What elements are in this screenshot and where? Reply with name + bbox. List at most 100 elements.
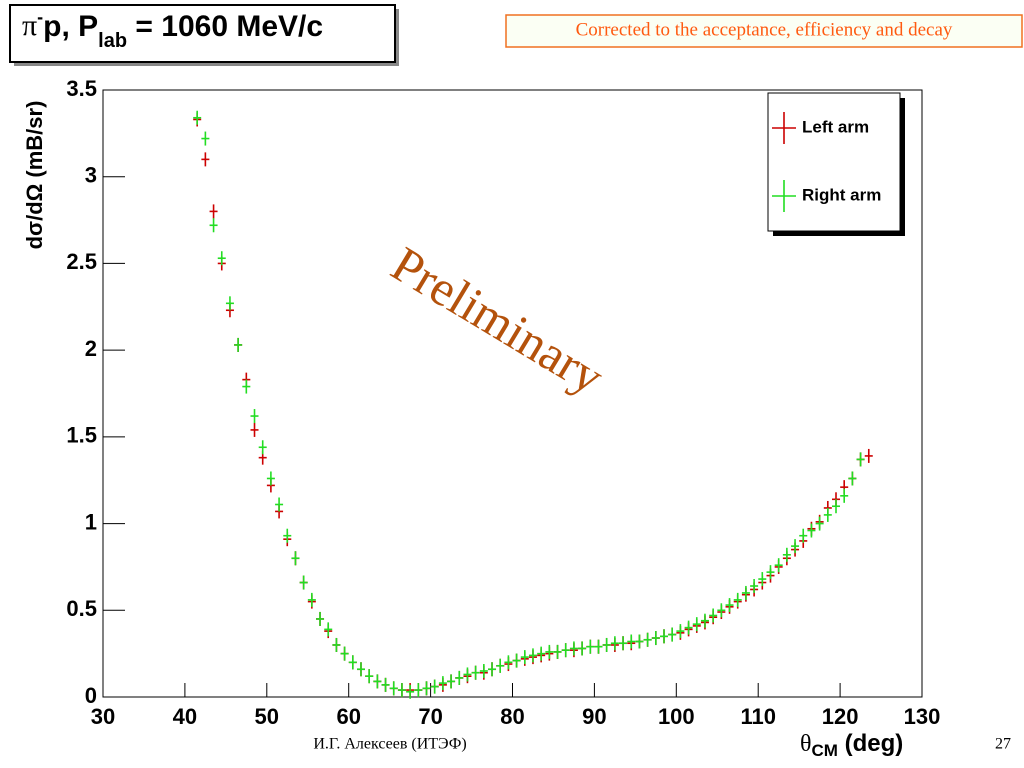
data-point	[537, 646, 546, 661]
data-point	[832, 499, 841, 514]
y-tick-label: 2	[85, 336, 97, 361]
data-point	[643, 632, 652, 647]
y-tick-label: 3.5	[66, 76, 97, 101]
data-point	[397, 683, 406, 698]
x-tick-label: 60	[336, 704, 360, 729]
y-tick-label: 0.5	[66, 596, 97, 621]
page-number: 27	[995, 736, 1011, 753]
data-point	[823, 507, 832, 522]
data-point	[791, 539, 800, 554]
data-point	[553, 644, 562, 659]
data-point	[422, 681, 431, 696]
data-point	[651, 631, 660, 646]
x-tick-label: 70	[418, 704, 442, 729]
data-point	[438, 676, 447, 691]
footer: И.Г. Алексеев (ИТЭФ)	[313, 736, 466, 753]
title-box	[9, 4, 396, 63]
data-point	[766, 565, 775, 580]
data-point	[463, 667, 472, 682]
data-point	[414, 683, 423, 698]
data-point	[217, 251, 226, 266]
data-point	[856, 452, 865, 467]
data-point	[725, 598, 734, 613]
data-point	[692, 617, 701, 632]
data-point	[520, 650, 529, 665]
y-tick-label: 3	[85, 163, 97, 188]
annotation-box	[505, 14, 1023, 48]
data-point	[774, 558, 783, 573]
x-tick-label: 120	[822, 704, 859, 729]
data-point	[250, 422, 259, 437]
legend-label: Right arm	[802, 185, 881, 204]
x-tick-label: 100	[658, 704, 695, 729]
y-axis-label: dσ/dΩ (mB/sr)	[22, 101, 47, 250]
data-point	[799, 528, 808, 543]
x-axis-label: θCM (deg)	[800, 730, 903, 760]
data-point	[602, 637, 611, 652]
data-point	[291, 551, 300, 566]
data-point	[406, 684, 415, 699]
plot-area	[102, 89, 923, 699]
data-point	[512, 653, 521, 668]
data-point	[496, 658, 505, 673]
data-point	[504, 655, 513, 670]
data-point	[365, 669, 374, 684]
data-point	[201, 152, 210, 167]
data-point	[815, 516, 824, 531]
data-point	[307, 592, 316, 607]
data-point	[864, 448, 873, 463]
data-point	[619, 636, 628, 651]
x-tick-label: 30	[91, 704, 115, 729]
data-point	[299, 575, 308, 590]
data-point	[660, 629, 669, 644]
x-tick-label: 40	[173, 704, 197, 729]
data-point	[193, 110, 202, 125]
data-point	[627, 634, 636, 649]
data-point	[479, 663, 488, 678]
data-point	[569, 641, 578, 656]
data-point	[717, 603, 726, 618]
data-point	[201, 131, 210, 146]
data-point	[430, 679, 439, 694]
annotation: Corrected to the acceptance, efficiency …	[576, 19, 953, 40]
data-point	[209, 204, 218, 219]
data-point	[684, 620, 693, 635]
x-tick-label: 110	[740, 704, 776, 729]
data-point	[234, 337, 243, 352]
data-point	[471, 665, 480, 680]
x-tick-label: 80	[500, 704, 524, 729]
data-point	[528, 648, 537, 663]
data-point	[545, 644, 554, 659]
data-point	[700, 613, 709, 628]
data-point	[635, 634, 644, 649]
data-point	[733, 592, 742, 607]
data-point	[807, 523, 816, 538]
data-point	[840, 488, 849, 503]
data-point	[455, 670, 464, 685]
data-point	[275, 497, 284, 512]
data-point	[610, 636, 619, 651]
data-point	[447, 674, 456, 689]
chart-title: π-p, Plab = 1060 MeV/c	[22, 7, 323, 53]
data-point	[258, 440, 267, 455]
data-point	[266, 471, 275, 486]
legend-label: Left arm	[802, 117, 869, 136]
data-point	[848, 471, 857, 486]
data-point	[209, 218, 218, 233]
y-tick-label: 1	[85, 509, 97, 534]
data-point	[676, 624, 685, 639]
data-point	[586, 639, 595, 654]
x-tick-label: 50	[255, 704, 279, 729]
x-tick-label: 130	[904, 704, 941, 729]
data-point	[316, 611, 325, 626]
data-point	[782, 547, 791, 562]
data-point	[758, 572, 767, 587]
data-point	[250, 409, 259, 424]
data-point	[750, 579, 759, 594]
data-point	[283, 528, 292, 543]
y-tick-label: 2.5	[66, 249, 97, 274]
data-point	[561, 643, 570, 658]
data-point	[225, 296, 234, 311]
data-point	[324, 622, 333, 637]
y-tick-label: 1.5	[66, 423, 97, 448]
